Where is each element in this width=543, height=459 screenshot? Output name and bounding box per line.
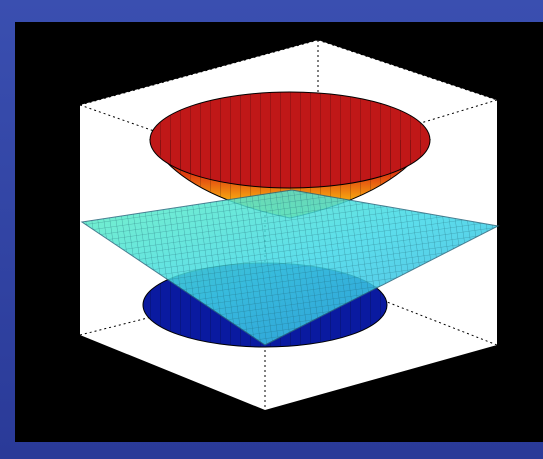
box-edge [317,39,498,101]
cone-surface-mesh [150,140,430,218]
box-edge [317,274,498,346]
plane-mesh [82,190,498,345]
box-edge [79,39,319,106]
box-edge [79,274,319,336]
